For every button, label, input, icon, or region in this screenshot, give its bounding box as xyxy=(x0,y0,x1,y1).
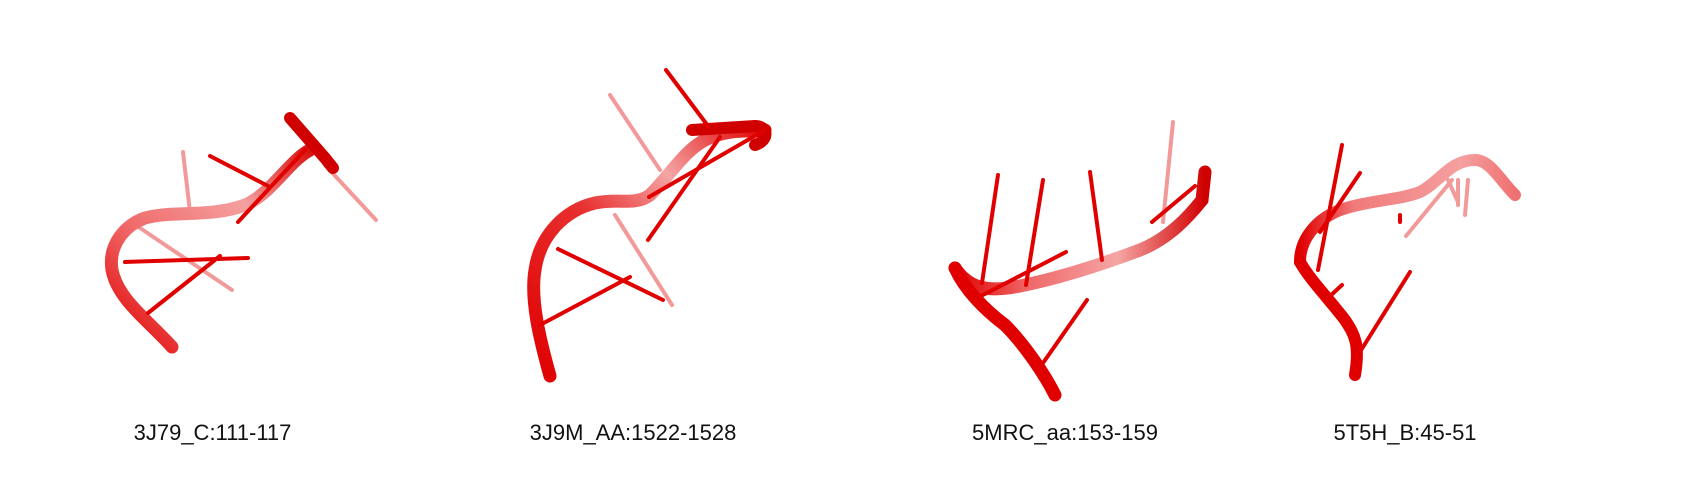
structure-panel-1: 3J79_C:111-117 xyxy=(0,0,425,480)
rna-structure-render-4 xyxy=(1294,143,1521,381)
structure-panel-2: 3J9M_AA:1522-1528 xyxy=(430,0,860,480)
structure-panel-4: 5T5H_B:45-51 xyxy=(1290,0,1700,480)
structure-label-4: 5T5H_B:45-51 xyxy=(1333,420,1477,445)
rna-structure-render-1 xyxy=(104,112,378,354)
structure-label-2: 3J9M_AA:1522-1528 xyxy=(529,420,737,445)
structure-panel-3: 5MRC_aa:153-159 xyxy=(860,0,1290,480)
structure-label-1: 3J79_C:111-117 xyxy=(133,420,292,445)
rna-structure-render-3 xyxy=(948,120,1212,402)
structure-label-3: 5MRC_aa:153-159 xyxy=(972,420,1158,445)
rna-structure-render-2 xyxy=(527,68,772,383)
